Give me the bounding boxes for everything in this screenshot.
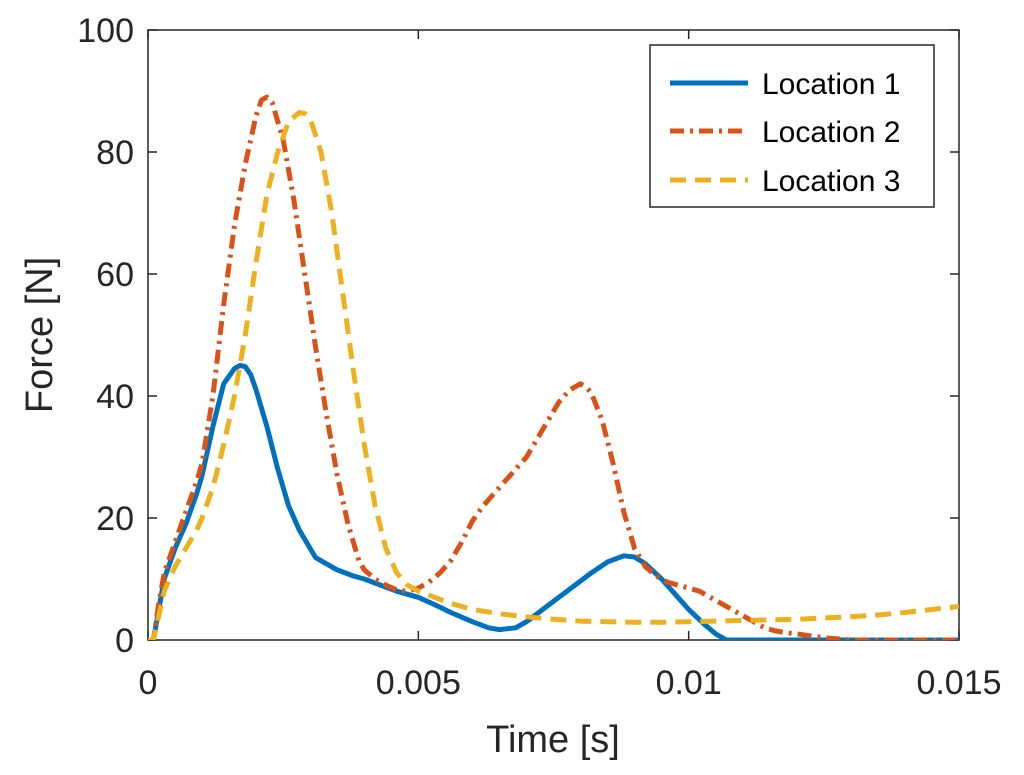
legend-label-location-1: Location 1 (762, 68, 900, 101)
y-tick-label: 40 (96, 378, 134, 416)
y-tick-label: 100 (77, 12, 134, 50)
x-tick-label: 0.005 (376, 664, 461, 702)
x-axis-label: Time [s] (486, 719, 620, 761)
legend-label-location-2: Location 2 (762, 116, 900, 149)
tick-labels: 0 0.005 0.01 0.015 0 20 40 60 80 100 (77, 12, 1001, 702)
series-layer (148, 94, 959, 640)
y-tick-label: 60 (96, 256, 134, 294)
y-tick-label: 0 (115, 622, 134, 660)
series-line-location-1 (148, 363, 959, 640)
series-line-location-3 (148, 109, 959, 640)
legend: Location 1 Location 2 Location 3 (649, 44, 935, 208)
y-axis-label: Force [N] (19, 257, 61, 413)
x-tick-label: 0 (139, 664, 158, 702)
legend-label-location-3: Location 3 (762, 165, 900, 198)
plot-frame (147, 29, 960, 641)
series-line-location-2 (148, 94, 959, 640)
x-tick-label: 0.015 (916, 664, 1001, 702)
x-tick-label: 0.01 (656, 664, 722, 702)
y-tick-label: 80 (96, 134, 134, 172)
plot-area (147, 29, 960, 641)
y-tick-label: 20 (96, 500, 134, 538)
